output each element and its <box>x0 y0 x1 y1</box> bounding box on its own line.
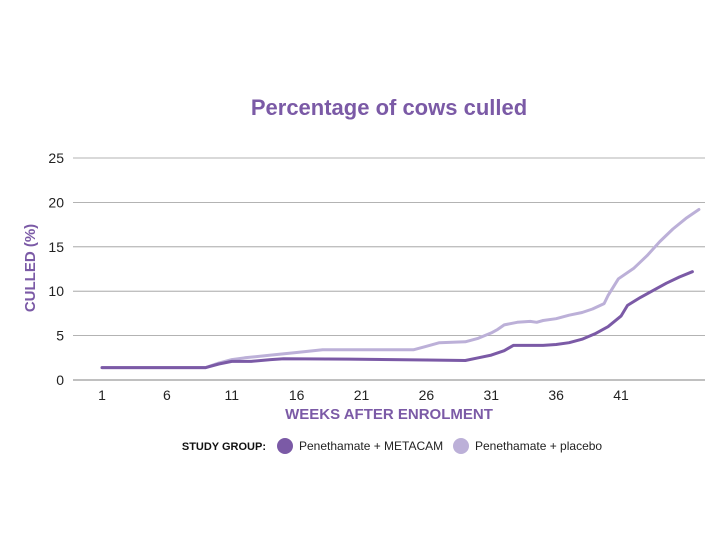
x-tick-label: 16 <box>289 387 305 403</box>
x-tick-label: 41 <box>613 387 629 403</box>
y-tick-label: 15 <box>48 239 64 255</box>
y-tick-label: 10 <box>48 283 64 299</box>
series-lines <box>100 208 701 370</box>
x-tick-label: 1 <box>98 387 106 403</box>
series-line-placebo <box>100 208 701 370</box>
y-tick-label: 0 <box>56 372 64 388</box>
y-axis-title: CULLED (%) <box>22 224 39 312</box>
y-tick-label: 5 <box>56 328 64 344</box>
y-tick-label: 20 <box>48 194 64 210</box>
x-tick-label: 36 <box>548 387 564 403</box>
legend-label-placebo: Penethamate + placebo <box>475 439 602 453</box>
y-tick-label: 25 <box>48 150 64 166</box>
x-axis-title: WEEKS AFTER ENROLMENT <box>285 406 493 423</box>
x-axis-ticks: 1 6 11 16 21 26 31 36 41 <box>98 387 629 403</box>
x-tick-label: 31 <box>483 387 499 403</box>
legend-swatch-metacam <box>277 438 293 454</box>
x-tick-label: 11 <box>224 387 239 403</box>
x-tick-label: 6 <box>163 387 171 403</box>
x-tick-label: 26 <box>419 387 435 403</box>
chart-title: Percentage of cows culled <box>251 95 527 120</box>
x-tick-label: 21 <box>354 387 370 403</box>
legend-swatch-placebo <box>453 438 469 454</box>
legend-label-metacam: Penethamate + METACAM <box>299 439 443 453</box>
legend: STUDY GROUP: Penethamate + METACAM Penet… <box>182 438 602 454</box>
gridlines <box>73 157 705 381</box>
series-line-metacam <box>100 270 694 370</box>
y-axis-ticks: 0 5 10 15 20 25 <box>48 150 64 388</box>
legend-title: STUDY GROUP: <box>182 441 266 453</box>
